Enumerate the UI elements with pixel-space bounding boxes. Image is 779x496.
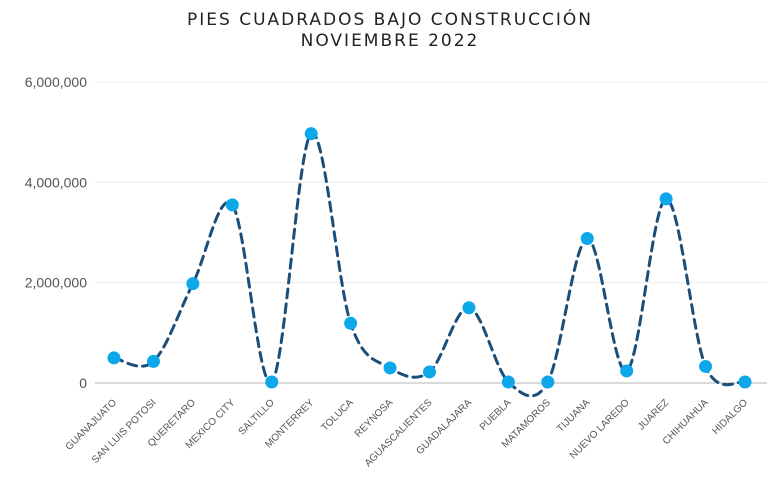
data-point-san-luis-potosi	[146, 354, 160, 368]
y-tick-label: 2,000,000	[25, 275, 87, 291]
data-point-reynosa	[383, 361, 397, 375]
x-tick-label: SALTILLO	[237, 397, 277, 437]
data-point-guadalajara	[462, 301, 476, 315]
x-tick-label: AGUASCALIENTES	[363, 397, 435, 469]
chart-title-line-1: PIES CUADRADOS BAJO CONSTRUCCIÓN	[187, 8, 593, 30]
data-point-toluca	[344, 316, 358, 330]
x-tick-label: PUEBLA	[478, 397, 514, 433]
data-point-mexico-city	[225, 198, 239, 212]
data-point-matamoros	[541, 375, 555, 389]
x-tick-label: JUAREZ	[636, 397, 671, 432]
data-point-markers	[107, 127, 752, 389]
data-point-aguascalientes	[423, 365, 436, 379]
chart-title-line-2: NOVIEMBRE 2022	[301, 31, 480, 51]
y-axis-ticks: 0 2,000,000 4,000,000 6,000,000	[25, 74, 88, 391]
data-point-hidalgo	[738, 375, 752, 389]
data-point-queretaro	[186, 277, 200, 291]
y-tick-label: 6,000,000	[25, 74, 87, 90]
series-line	[112, 132, 747, 398]
data-point-tijuana	[580, 232, 594, 246]
x-tick-label: HIDALGO	[711, 397, 751, 437]
data-point-chihuahua	[699, 359, 713, 373]
y-tick-label: 0	[79, 375, 87, 391]
series-line-layer	[112, 132, 747, 398]
gridlines	[95, 81, 767, 384]
data-point-puebla	[501, 375, 515, 389]
data-point-juarez	[659, 192, 673, 206]
x-tick-label: REYNOSA	[353, 397, 396, 440]
x-tick-label: TIJUANA	[555, 397, 592, 434]
data-point-guanajuato	[107, 351, 121, 365]
data-point-monterrey	[304, 127, 318, 141]
data-point-saltillo	[265, 375, 279, 389]
data-point-nuevo-laredo	[620, 364, 634, 378]
y-tick-label: 4,000,000	[25, 174, 87, 190]
x-tick-label: TOLUCA	[319, 397, 356, 434]
